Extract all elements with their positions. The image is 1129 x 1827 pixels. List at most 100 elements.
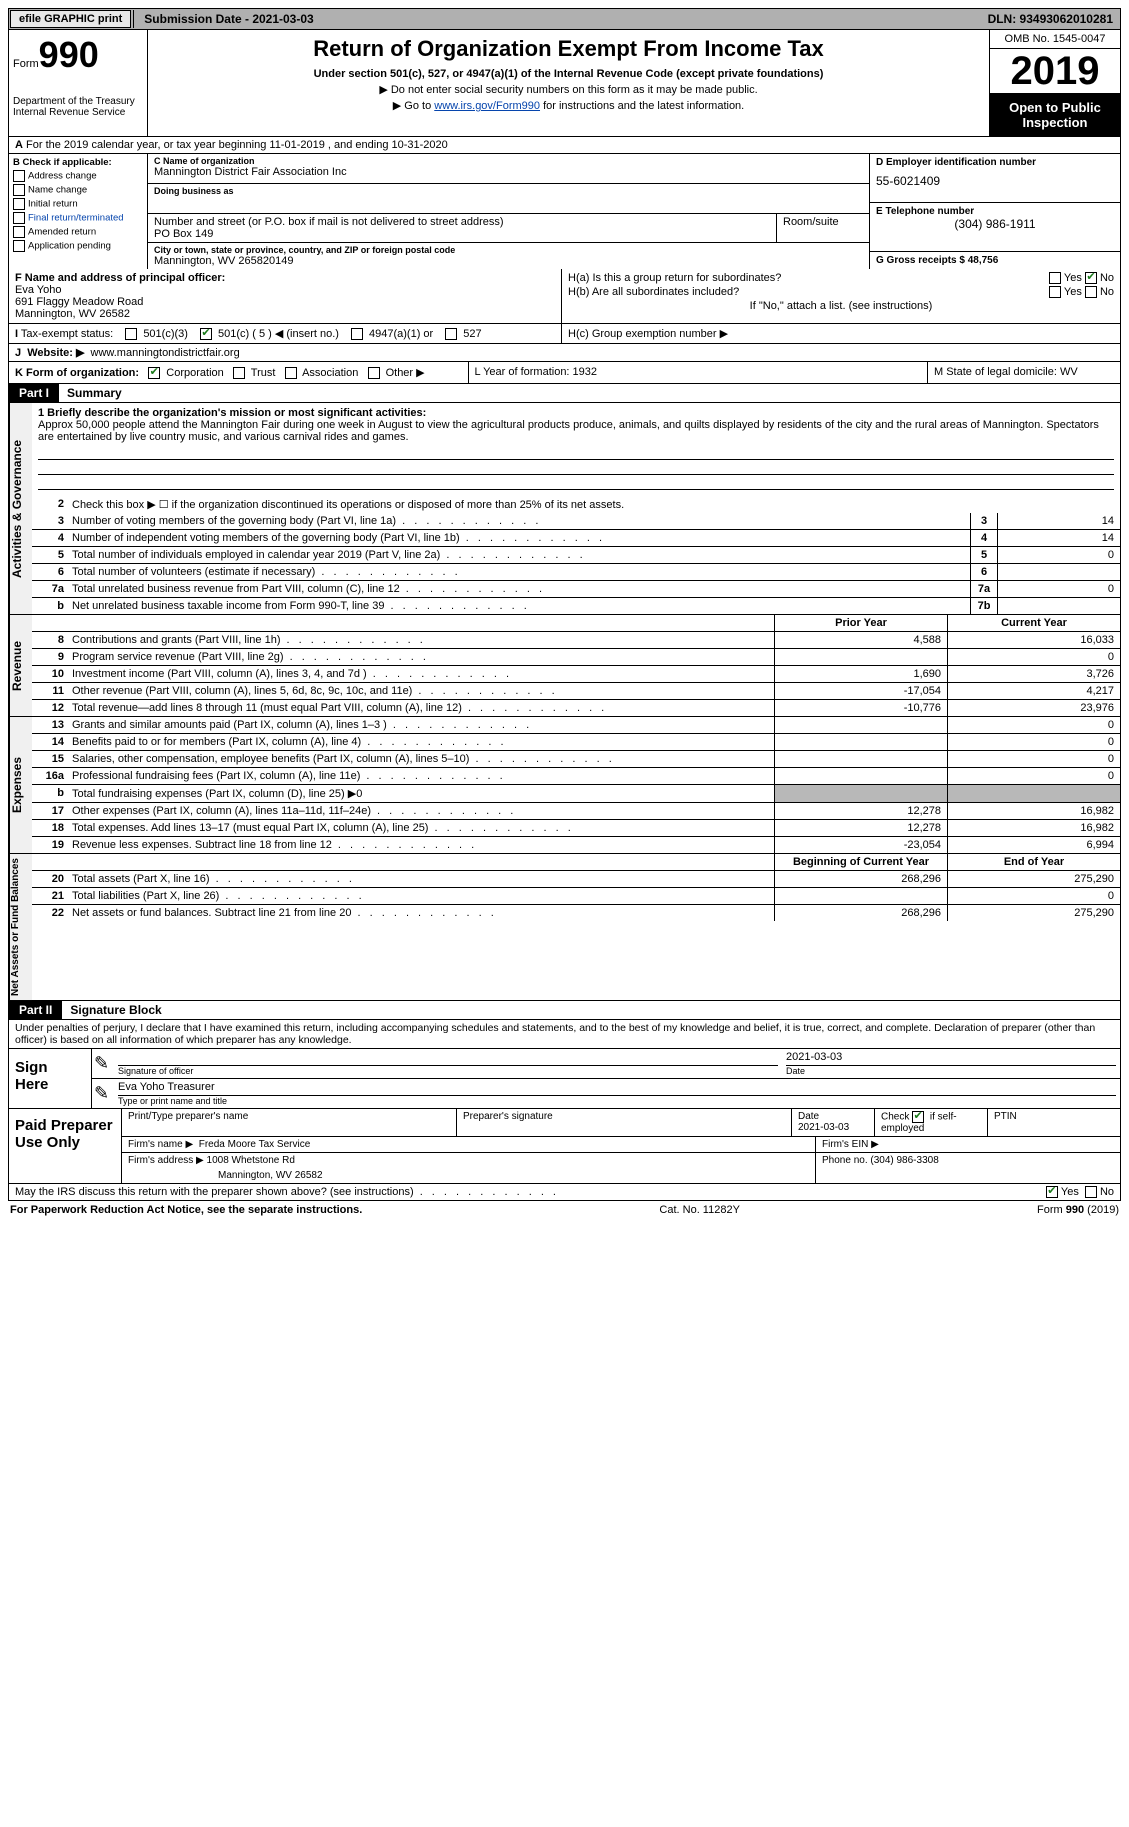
- name-label: C Name of organization: [154, 156, 863, 166]
- ha-yes-checkbox[interactable]: [1049, 272, 1061, 284]
- klm-row: K Form of organization: Corporation Trus…: [8, 362, 1121, 384]
- part1-expenses: Expenses 13 Grants and similar amounts p…: [8, 717, 1121, 854]
- final-return-checkbox[interactable]: [13, 212, 25, 224]
- hb-yes-checkbox[interactable]: [1049, 286, 1061, 298]
- street-label: Number and street (or P.O. box if mail i…: [154, 216, 770, 228]
- rev-line-9: 9 Program service revenue (Part VIII, li…: [32, 649, 1120, 666]
- exp-line-b: b Total fundraising expenses (Part IX, c…: [32, 785, 1120, 803]
- city-label: City or town, state or province, country…: [154, 245, 863, 255]
- efile-print-button[interactable]: efile GRAPHIC print: [10, 10, 131, 28]
- mission-text: Approx 50,000 people attend the Manningt…: [38, 419, 1099, 443]
- top-bar: efile GRAPHIC print Submission Date - 20…: [8, 8, 1121, 30]
- hb-no-checkbox[interactable]: [1085, 286, 1097, 298]
- name-change-checkbox[interactable]: [13, 184, 25, 196]
- 4947-checkbox[interactable]: [351, 328, 363, 340]
- exp-line-15: 15 Salaries, other compensation, employe…: [32, 751, 1120, 768]
- preparer-block: Paid Preparer Use Only Print/Type prepar…: [8, 1109, 1121, 1184]
- firm-addr2: Mannington, WV 26582: [128, 1166, 809, 1181]
- sign-here-label: Sign Here: [9, 1049, 92, 1108]
- exp-line-13: 13 Grants and similar amounts paid (Part…: [32, 717, 1120, 734]
- ein-value: 55-6021409: [876, 174, 1114, 188]
- entity-info-grid: B Check if applicable: Address change Na…: [8, 154, 1121, 269]
- exp-line-17: 17 Other expenses (Part IX, column (A), …: [32, 803, 1120, 820]
- dept-treasury: Department of the Treasury Internal Reve…: [13, 96, 143, 118]
- officer-print-name: Eva Yoho Treasurer: [118, 1081, 1116, 1096]
- corp-checkbox[interactable]: [148, 367, 160, 379]
- prep-name-header: Print/Type preparer's name: [122, 1109, 457, 1136]
- ag-line-3: 3 Number of voting members of the govern…: [32, 513, 1120, 530]
- paperwork-notice: For Paperwork Reduction Act Notice, see …: [10, 1204, 362, 1216]
- addr-change-checkbox[interactable]: [13, 170, 25, 182]
- self-employed-check: Check if self-employed: [875, 1109, 988, 1136]
- street-value: PO Box 149: [154, 228, 770, 240]
- org-name: Mannington District Fair Association Inc: [154, 166, 863, 178]
- mission-label: 1 Briefly describe the organization's mi…: [38, 407, 426, 419]
- page-footer: For Paperwork Reduction Act Notice, see …: [8, 1201, 1121, 1219]
- discuss-no-checkbox[interactable]: [1085, 1186, 1097, 1198]
- part2-header: Part II Signature Block: [8, 1001, 1121, 1020]
- prep-sig-header: Preparer's signature: [457, 1109, 792, 1136]
- hb-note: If "No," attach a list. (see instruction…: [568, 300, 1114, 312]
- exp-line-19: 19 Revenue less expenses. Subtract line …: [32, 837, 1120, 853]
- trust-checkbox[interactable]: [233, 367, 245, 379]
- expenses-side-label: Expenses: [9, 717, 32, 853]
- instructions-link[interactable]: www.irs.gov/Form990: [434, 100, 540, 112]
- rev-line-8: 8 Contributions and grants (Part VIII, l…: [32, 632, 1120, 649]
- discuss-yes-checkbox[interactable]: [1046, 1186, 1058, 1198]
- cat-number: Cat. No. 11282Y: [659, 1204, 740, 1216]
- preparer-label: Paid Preparer Use Only: [9, 1109, 122, 1183]
- 501c3-checkbox[interactable]: [125, 328, 137, 340]
- header-note-1: ▶ Do not enter social security numbers o…: [154, 83, 983, 96]
- exp-line-18: 18 Total expenses. Add lines 13–17 (must…: [32, 820, 1120, 837]
- 527-checkbox[interactable]: [445, 328, 457, 340]
- form-ref: Form 990 (2019): [1037, 1204, 1119, 1216]
- state-domicile: M State of legal domicile: WV: [928, 362, 1120, 383]
- current-year-header: Current Year: [947, 615, 1120, 631]
- website-row: J Website: ▶ www.manningtondistrictfair.…: [8, 344, 1121, 362]
- part1-ag: Activities & Governance 1 Briefly descri…: [8, 403, 1121, 615]
- dba-label: Doing business as: [154, 186, 863, 196]
- ha-label: H(a) Is this a group return for subordin…: [568, 272, 781, 284]
- page-title: Return of Organization Exempt From Incom…: [154, 36, 983, 62]
- initial-return-checkbox[interactable]: [13, 198, 25, 210]
- tax-year: 2019: [990, 49, 1120, 94]
- ein-label: D Employer identification number: [876, 157, 1114, 168]
- line2-text: Check this box ▶ ☐ if the organization d…: [68, 496, 1120, 513]
- hc-label: H(c) Group exemption number ▶: [568, 328, 728, 340]
- netassets-side-label: Net Assets or Fund Balances: [9, 854, 32, 1000]
- firm-addr1: 1008 Whetstone Rd: [207, 1155, 295, 1166]
- na-line-20: 20 Total assets (Part X, line 16) 268,29…: [32, 871, 1120, 888]
- room-label: Room/suite: [783, 216, 863, 228]
- 501c-checkbox[interactable]: [200, 328, 212, 340]
- pen-icon-2: ✎: [92, 1079, 114, 1108]
- app-pending-checkbox[interactable]: [13, 240, 25, 252]
- sign-block: Sign Here ✎ Signature of officer 2021-03…: [8, 1049, 1121, 1109]
- sig-officer-label: Signature of officer: [118, 1066, 778, 1076]
- year-formation: L Year of formation: 1932: [469, 362, 929, 383]
- amended-return-checkbox[interactable]: [13, 226, 25, 238]
- rev-line-11: 11 Other revenue (Part VIII, column (A),…: [32, 683, 1120, 700]
- fh-row: F Name and address of principal officer:…: [8, 269, 1121, 324]
- rev-line-12: 12 Total revenue—add lines 8 through 11 …: [32, 700, 1120, 716]
- ag-line-b: b Net unrelated business taxable income …: [32, 598, 1120, 614]
- declaration-text: Under penalties of perjury, I declare th…: [8, 1020, 1121, 1049]
- form-header: Form 990 Department of the Treasury Inte…: [8, 30, 1121, 137]
- ha-no-checkbox[interactable]: [1085, 272, 1097, 284]
- ag-line-6: 6 Total number of volunteers (estimate i…: [32, 564, 1120, 581]
- ag-line-4: 4 Number of independent voting members o…: [32, 530, 1120, 547]
- self-employed-checkbox[interactable]: [912, 1111, 924, 1123]
- na-line-22: 22 Net assets or fund balances. Subtract…: [32, 905, 1120, 921]
- ag-line-7a: 7a Total unrelated business revenue from…: [32, 581, 1120, 598]
- i-row: I Tax-exempt status: 501(c)(3) 501(c) ( …: [8, 324, 1121, 344]
- line-a: A For the 2019 calendar year, or tax yea…: [8, 137, 1121, 154]
- assoc-checkbox[interactable]: [285, 367, 297, 379]
- other-checkbox[interactable]: [368, 367, 380, 379]
- hb-label: H(b) Are all subordinates included?: [568, 286, 739, 298]
- omb-number: OMB No. 1545-0047: [990, 30, 1120, 49]
- submission-date: Submission Date - 2021-03-03: [136, 10, 321, 28]
- city-value: Mannington, WV 265820149: [154, 255, 863, 267]
- form-number: 990: [39, 34, 99, 76]
- website-value: www.manningtondistrictfair.org: [91, 347, 240, 359]
- officer-name: Eva Yoho: [15, 284, 555, 296]
- phone-label: E Telephone number: [876, 206, 1114, 217]
